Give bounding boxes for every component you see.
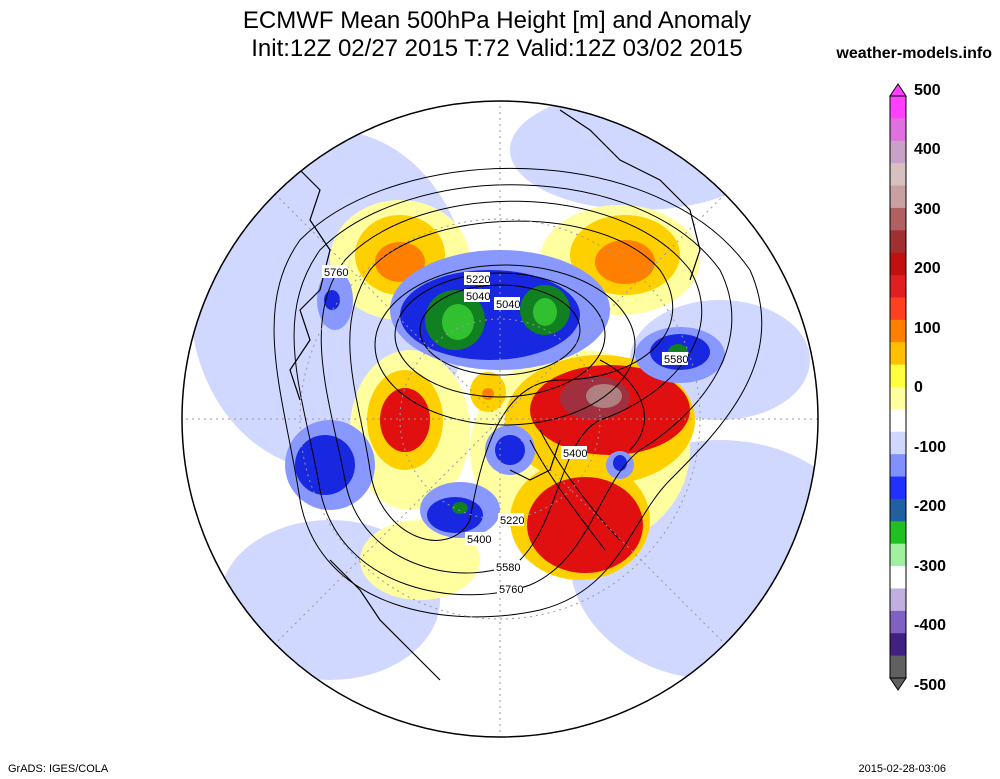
colorbar-segment [890,498,906,522]
contour-label: 5400 [563,448,587,460]
colorbar-segment [890,96,906,119]
colorbar-segment [890,409,906,433]
contour-label: 5580 [664,354,688,366]
colorbar-segment [890,118,906,142]
footer-credit: GrADS: IGES/COLA [8,763,109,775]
colorbar-segment [890,342,906,366]
contour-label: 5040 [466,291,490,303]
colorbar-segment [890,521,906,545]
contour-label: 5760 [499,584,523,596]
colorbar-segment [890,387,906,410]
contour-label: 5040 [496,299,520,311]
map-border [181,100,819,738]
colorbar-segment [890,163,906,187]
colorbar-segment [890,252,906,276]
colorbar-segment [890,297,906,321]
colorbar-tick-label: 100 [914,320,941,337]
coastlines [289,109,701,681]
colorbar-segment [890,566,906,589]
anomaly-colorbar [889,83,907,691]
footer-timestamp: 2015-02-28-03:06 [858,763,946,775]
colorbar-tick-label: 500 [914,82,941,99]
colorbar-tick-label: 300 [914,201,941,218]
polar-stereographic-map [182,101,818,737]
contour-label-group: 5760 5220 5040 5040 5580 5400 5220 5400 … [322,265,688,596]
colorbar-segment [890,610,906,634]
site-label[interactable]: weather-models.info [836,45,992,62]
colorbar-segment [890,207,906,231]
colorbar-frame [889,95,907,679]
colorbar-segment [890,588,906,612]
contour-label: 5220 [466,274,490,286]
colorbar-tick-label: -400 [914,617,946,634]
colorbar-tick-label: 400 [914,141,941,158]
colorbar-segment [890,230,906,254]
colorbar-segment [890,633,906,657]
colorbar-segment [890,364,906,388]
colorbar-segment [890,185,906,209]
colorbar-tick-label: -200 [914,498,946,515]
height-contours [273,167,763,618]
colorbar-ticks: 500 400 300 200 100 0 -100 -200 -300 -40… [914,82,946,694]
colorbar-bottom-arrow [889,677,907,691]
extreme-negative-anomaly-areas [425,285,688,514]
contour-label: 5220 [500,515,524,527]
colorbar-top-arrow [889,83,907,97]
strong-positive-anomaly-areas [375,240,690,573]
colorbar-segment [890,140,906,164]
colorbar-segment [890,319,906,343]
map-title-line2: Init:12Z 02/27 2015 T:72 Valid:12Z 03/02… [251,35,743,62]
colorbar-tick-label: -500 [914,677,946,694]
colorbar-segment [890,655,906,679]
colorbar-segment [890,476,906,500]
colorbar-tick-label: -100 [914,439,946,456]
colorbar-segment [890,454,906,478]
colorbar-segment [890,431,906,455]
contour-label: 5400 [467,534,491,546]
colorbar-segment [890,543,906,567]
colorbar-tick-label: 200 [914,260,941,277]
contour-label: 5580 [496,562,520,574]
colorbar-segment [890,275,906,298]
contour-label: 5760 [324,267,348,279]
map-title-line1: ECMWF Mean 500hPa Height [m] and Anomaly [242,7,752,34]
colorbar-tick-label: -300 [914,558,946,575]
colorbar-tick-label: 0 [914,379,923,396]
